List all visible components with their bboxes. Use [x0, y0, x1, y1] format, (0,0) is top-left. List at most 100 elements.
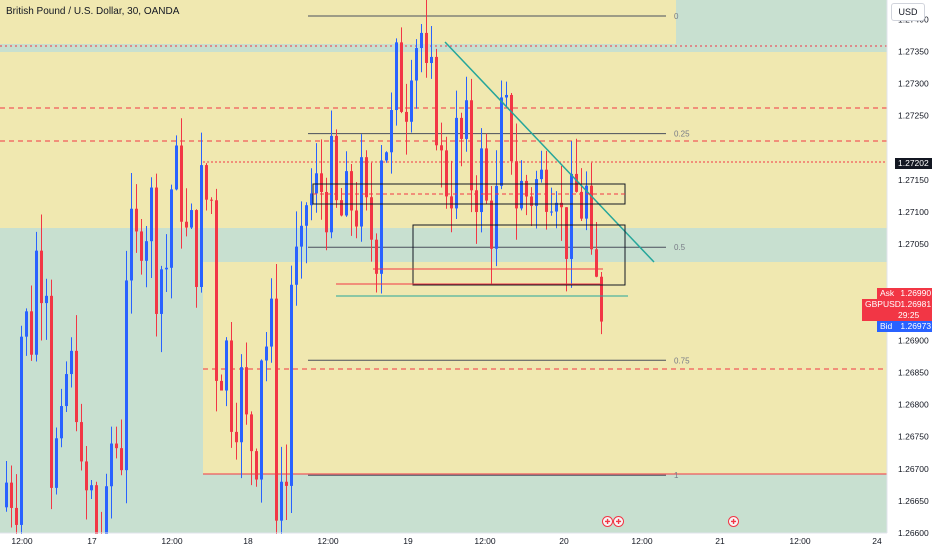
time-axis-label: 12:00	[317, 536, 339, 546]
ask-price: 1.26990	[900, 288, 932, 298]
candle-body	[535, 179, 538, 206]
candle-body	[360, 157, 363, 227]
candle-body	[285, 481, 288, 486]
candle-body	[570, 173, 573, 259]
price-axis-label: 1.26650	[898, 496, 929, 506]
zone-yellow-upper	[0, 52, 887, 228]
candle-body	[250, 414, 253, 452]
time-axis-label: 18	[243, 536, 253, 546]
price-axis-label: 1.27350	[898, 46, 929, 56]
candle-body	[295, 246, 298, 285]
candle-body	[495, 185, 498, 249]
candle-body	[585, 185, 588, 219]
candle-body	[520, 180, 523, 209]
chart-title: British Pound / U.S. Dollar, 30, OANDA	[6, 6, 180, 17]
candle-body	[170, 189, 173, 268]
candle-body	[235, 431, 238, 443]
level-lines: 0 0.25 0.5 0.75 1	[0, 12, 887, 480]
time-axis-label: 21	[715, 536, 725, 546]
time-axis-bg	[0, 534, 888, 550]
candle-body	[300, 225, 303, 247]
zone-layer	[0, 0, 887, 533]
candle-body	[55, 438, 58, 488]
candle-body	[45, 295, 48, 304]
candle-body	[595, 249, 598, 277]
candle-body	[530, 196, 533, 206]
candle-body	[415, 48, 418, 81]
candle-body	[175, 145, 178, 190]
symbol-price-tag: GBPUSD 1.26981 29:25	[862, 299, 932, 321]
candle-body	[215, 200, 218, 381]
candle-body	[545, 169, 548, 212]
candle-body	[260, 360, 263, 480]
countdown: 29:25	[898, 310, 920, 320]
price-axis-label: 1.26850	[898, 367, 929, 377]
price-axis-bg	[888, 0, 932, 550]
candle-body	[515, 161, 518, 209]
candle-body	[475, 190, 478, 213]
fib-level-label: 0.5	[674, 243, 686, 252]
candle-body	[600, 276, 603, 322]
candle-body	[575, 173, 578, 192]
candle-body	[20, 336, 23, 525]
candles[interactable]	[5, 0, 603, 550]
candle-body	[335, 135, 338, 201]
candle-body	[550, 211, 553, 213]
candle-body	[30, 311, 33, 355]
time-axis-label: 12:00	[161, 536, 183, 546]
uk-flag-event-icon[interactable]: ✚	[728, 516, 739, 527]
uk-flag-event-icon[interactable]: ✚	[602, 516, 613, 527]
candle-body	[75, 350, 78, 423]
bid-price-tag: Bid 1.26973	[877, 321, 932, 332]
candle-body	[150, 187, 153, 242]
candle-body	[470, 100, 473, 191]
candle-body	[85, 461, 88, 491]
candle-body	[220, 380, 223, 391]
candle-body	[40, 250, 43, 304]
candle-body	[195, 210, 198, 287]
price-axis-label: 1.27300	[898, 78, 929, 88]
candle-body	[5, 482, 8, 508]
ask-label: Ask	[880, 288, 895, 298]
candle-body	[435, 56, 438, 146]
candle-body	[110, 443, 113, 487]
candle-body	[315, 173, 318, 194]
candle-body	[210, 199, 213, 201]
candle-body	[450, 196, 453, 209]
bid-price: 1.26973	[900, 321, 932, 331]
price-axis-label: 1.26600	[898, 528, 929, 538]
time-axis-label: 12:00	[474, 536, 496, 546]
candle-body	[290, 284, 293, 486]
fib-level-label: 0.25	[674, 130, 690, 139]
candle-body	[425, 32, 428, 63]
price-axis-label: 1.27050	[898, 239, 929, 249]
candle-body	[90, 485, 93, 491]
range-box	[412, 224, 626, 286]
candle-body	[325, 191, 328, 233]
ask-price-tag: Ask 1.26990	[877, 288, 932, 299]
us-flag-event-icon[interactable]: ✚	[613, 516, 624, 527]
candle-body	[370, 197, 373, 240]
candle-body	[70, 350, 73, 375]
price-axis-label: 1.27100	[898, 207, 929, 217]
symbol-label: GBPUSD	[865, 299, 901, 309]
candle-body	[10, 482, 13, 508]
candle-body	[230, 340, 233, 432]
candle-body	[155, 187, 158, 314]
currency-button[interactable]: USD	[891, 3, 925, 21]
candle-body	[95, 485, 98, 539]
candle-body	[460, 117, 463, 139]
candle-body	[390, 110, 393, 153]
candle-body	[270, 298, 273, 347]
drawings[interactable]	[312, 41, 655, 297]
bid-label: Bid	[880, 321, 893, 331]
time-axis-label: 24	[872, 536, 882, 546]
price-axis-label: 1.27250	[898, 111, 929, 121]
candle-body	[485, 148, 488, 201]
fib-level-label: 0	[674, 12, 679, 21]
candle-body	[410, 80, 413, 122]
candle-body	[445, 150, 448, 197]
